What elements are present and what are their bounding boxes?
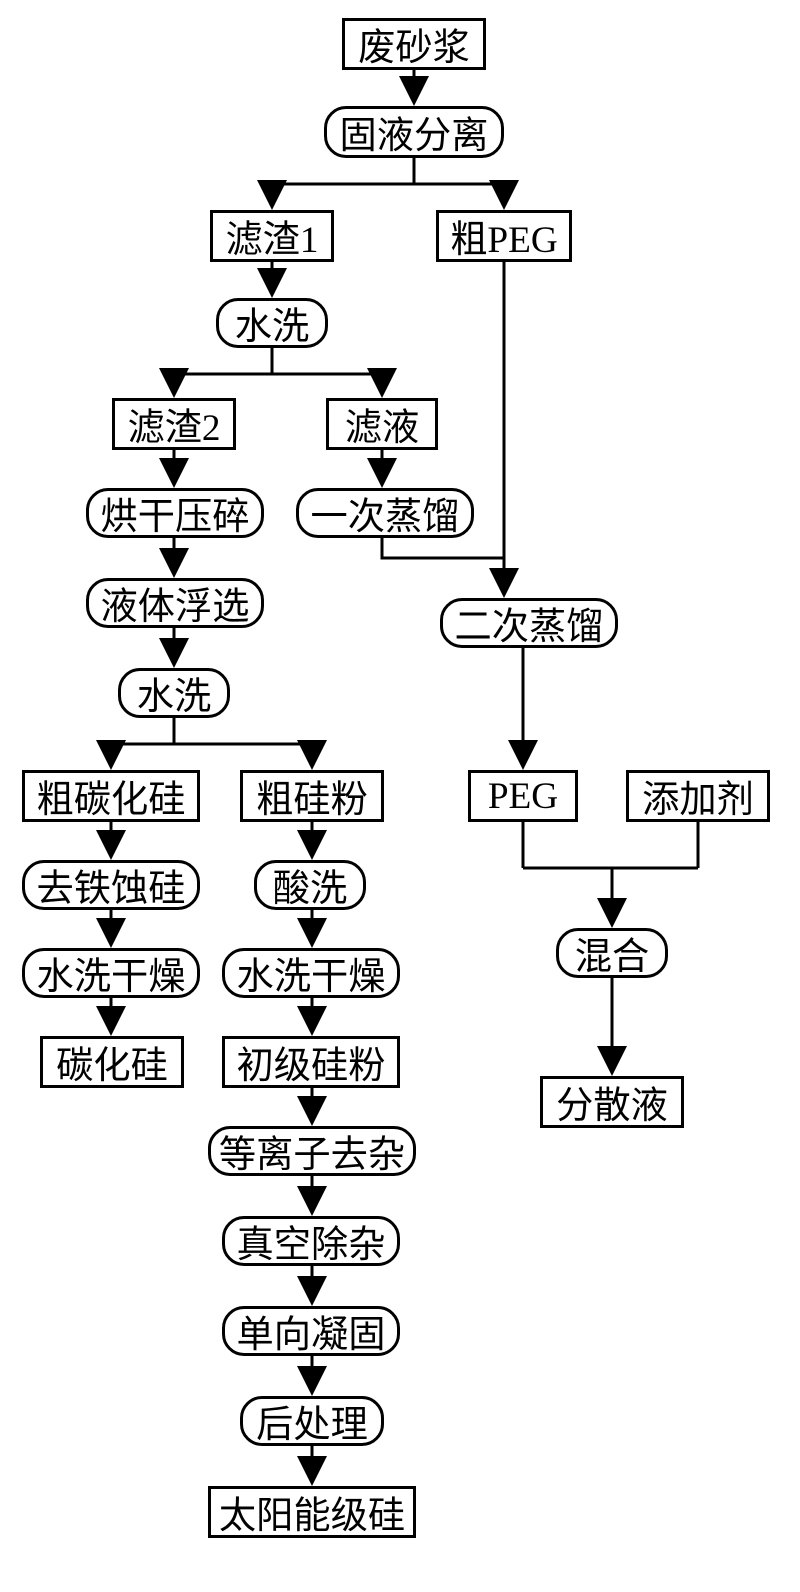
flowchart-node-n03: 滤渣1 bbox=[210, 210, 334, 262]
flowchart-node-n14: 粗硅粉 bbox=[240, 770, 384, 822]
flowchart-node-n08: 烘干压碎 bbox=[86, 488, 264, 538]
flowchart-node-n22: 碳化硅 bbox=[40, 1036, 184, 1088]
flowchart-node-n19: 水洗干燥 bbox=[22, 948, 200, 998]
flowchart-node-n11: 二次蒸馏 bbox=[440, 598, 618, 648]
flowchart-node-n07: 滤液 bbox=[326, 398, 438, 450]
flowchart-node-n26: 真空除杂 bbox=[222, 1216, 400, 1266]
flowchart-node-n18: 酸洗 bbox=[254, 860, 366, 910]
flowchart-node-n12: 水洗 bbox=[118, 668, 230, 718]
flowchart-node-n02: 固液分离 bbox=[324, 106, 504, 158]
flowchart-node-n06: 滤渣2 bbox=[112, 398, 236, 450]
flowchart-node-n05: 水洗 bbox=[216, 298, 328, 348]
flowchart-node-n28: 后处理 bbox=[240, 1396, 384, 1446]
flowchart-node-n17: 去铁蚀硅 bbox=[22, 860, 200, 910]
flowchart-node-n21: 混合 bbox=[556, 928, 668, 978]
flowchart-node-n24: 分散液 bbox=[540, 1076, 684, 1128]
flowchart-node-n20: 水洗干燥 bbox=[222, 948, 400, 998]
flowchart-node-n01: 废砂浆 bbox=[342, 18, 486, 70]
flowchart-node-n23: 初级硅粉 bbox=[222, 1036, 400, 1088]
flowchart-node-n27: 单向凝固 bbox=[222, 1306, 400, 1356]
flowchart-node-n04: 粗PEG bbox=[436, 210, 572, 262]
flowchart-node-n10: 液体浮选 bbox=[86, 578, 264, 628]
flowchart-node-n29: 太阳能级硅 bbox=[208, 1486, 416, 1538]
flowchart-node-n15: PEG bbox=[468, 770, 578, 822]
flowchart-node-n09: 一次蒸馏 bbox=[296, 488, 474, 538]
flowchart-node-n16: 添加剂 bbox=[626, 770, 770, 822]
flowchart-node-n13: 粗碳化硅 bbox=[22, 770, 200, 822]
flowchart-node-n25: 等离子去杂 bbox=[208, 1126, 416, 1176]
